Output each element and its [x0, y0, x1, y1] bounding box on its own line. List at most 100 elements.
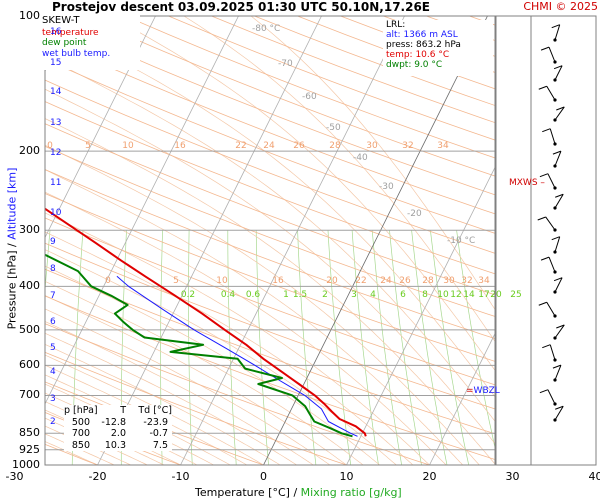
wind-barbs [537, 24, 565, 422]
altitude-tick-label: 12 [50, 148, 62, 158]
wind-barb-base [553, 38, 557, 42]
altitude-tick-label: 9 [50, 237, 56, 247]
mixing-ratio-label: 8 [422, 290, 428, 300]
dry-adiabat-label: -70 [278, 59, 293, 69]
wind-barb [554, 324, 565, 339]
x-axis-label-temp: Temperature [°C] [195, 486, 290, 499]
moist-adiabat-label: 28 [422, 276, 434, 286]
temperature-tick-label: -10 [171, 470, 190, 483]
moist-adiabat-label: 22 [235, 141, 246, 151]
moist-adiabat-label: 24 [380, 276, 392, 286]
altitude-tick-label: 8 [50, 264, 56, 274]
altitude-tick-label: 3 [50, 394, 56, 404]
pressure-tick-label: 1000 [12, 458, 40, 471]
mixing-ratio-label: 1.5 [293, 290, 307, 300]
wind-barb-flag [556, 324, 565, 329]
wind-barb [548, 46, 556, 63]
wind-barb-base [553, 186, 557, 190]
moist-adiabat-label: 5 [85, 141, 91, 151]
table-cell: 500 [71, 416, 90, 428]
wind-barb-flag [551, 236, 560, 241]
table-cell: 7.5 [152, 439, 168, 451]
wind-barb-base [553, 378, 557, 382]
wind-barb-flag [552, 364, 562, 369]
pressure-tick-label: 100 [19, 9, 40, 22]
wind-barb-flag [542, 344, 551, 349]
table-header-td: Td [°C] [138, 405, 172, 416]
altitude-tick-label: 10 [50, 208, 62, 218]
summary-table: p [hPa] T Td [°C] 500 -12.8 -23.9 700 2.… [64, 405, 172, 451]
mixing-ratio-label: 10 [437, 290, 449, 300]
series-line-temperature [45, 207, 367, 437]
moist-adiabat-label: 34 [478, 276, 490, 286]
wind-barb [554, 277, 563, 293]
y-axis-label-altitude: Altitude [km] [5, 167, 19, 240]
table-cell: -12.8 [101, 416, 126, 428]
wind-barb-flag [538, 301, 547, 306]
wind-barb-flag [540, 46, 550, 51]
isotherm-line [429, 332, 495, 465]
wind-barb-base [553, 290, 557, 294]
mxws-marker: MXWS – [509, 178, 545, 188]
wind-barb-flag [553, 65, 563, 70]
moist-adiabat-line [45, 20, 495, 398]
moist-adiabat-label: 24 [263, 141, 275, 151]
wind-barb-base [553, 206, 557, 210]
profile-series [45, 207, 367, 438]
isotherm-line [45, 16, 239, 405]
wind-barb-flag [552, 150, 562, 155]
wind-barb [554, 364, 562, 381]
mixing-ratio-line [351, 230, 379, 465]
wind-barb-flag [555, 405, 564, 410]
wind-barb-base [553, 60, 557, 64]
wind-barb-base [553, 98, 557, 102]
wind-barb-base [553, 228, 557, 232]
moist-adiabat-line [45, 231, 414, 465]
altitude-tick-label: 14 [50, 87, 62, 97]
moist-adiabat-line [45, 433, 115, 465]
lrl-press: press: 863.2 hPa [386, 40, 461, 50]
mixing-ratio-label: 3 [351, 290, 357, 300]
wind-barb-flag [555, 193, 564, 198]
temperature-tick-label: 10 [339, 470, 354, 483]
table-header-t: T [120, 405, 126, 416]
wind-barb-flag [539, 173, 549, 178]
dry-adiabat-line [45, 123, 495, 296]
mixing-ratio-line [411, 230, 448, 465]
isotherm-line [97, 16, 322, 465]
wind-barb-base [553, 118, 557, 122]
temperature-tick-label: 30 [505, 470, 520, 483]
temperature-tick-label: -20 [88, 470, 107, 483]
dry-adiabat-line [45, 79, 495, 254]
dry-adiabat-label: -50 [326, 123, 341, 133]
wind-barb [554, 236, 561, 253]
isotherm-line [263, 16, 488, 465]
isotherm-line [180, 16, 405, 465]
moist-adiabat-line [45, 343, 281, 465]
x-axis-label-mixing: Mixing ratio [g/kg] [300, 486, 402, 499]
moist-adiabat-label: 5 [173, 276, 179, 286]
mixing-ratio-label: 4 [370, 290, 376, 300]
moist-adiabat-line [45, 249, 397, 465]
table-cell: 10.3 [104, 439, 126, 451]
wind-barb-base [553, 314, 557, 318]
moist-adiabat-label: 30 [443, 276, 455, 286]
table-cell: -23.9 [143, 416, 168, 428]
moist-adiabat-label: 0 [105, 276, 111, 286]
wind-barb [547, 389, 556, 405]
wind-barb-flag [537, 216, 546, 221]
table-header-row: p [hPa] T Td [°C] [64, 405, 172, 417]
lrl-alt: alt: 1366 m ASL [386, 30, 458, 40]
pressure-tick-label: 925 [19, 442, 40, 456]
pressure-tick-label: 200 [19, 144, 40, 158]
mixing-ratio-label: 0.6 [246, 290, 261, 300]
altitude-tick-label: 6 [50, 317, 56, 327]
mixing-ratio-line [456, 230, 495, 449]
wbzl-marker: =WBZL [466, 386, 500, 396]
y-axis-label: Pressure [hPa] / Altitude [km] [6, 139, 19, 359]
wind-barb-flag [551, 24, 560, 29]
pressure-tick-label: 400 [19, 279, 40, 293]
lrl-temp: temp: 10.6 °C [386, 50, 450, 60]
table-row: 500 -12.8 -23.9 [64, 417, 172, 429]
moist-adiabat-label: 30 [366, 141, 378, 151]
